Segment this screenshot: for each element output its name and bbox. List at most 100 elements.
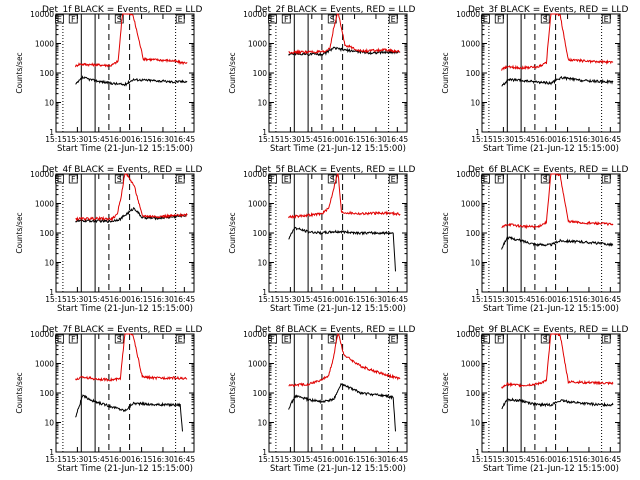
y-tick-label: 100 (40, 229, 55, 238)
x-tick-label: 15:15 (471, 295, 493, 304)
events-series-line (288, 46, 401, 57)
events-series-line (75, 394, 183, 432)
events-series-line (75, 207, 188, 224)
lld-series-line (75, 173, 188, 222)
x-tick-label: 16:00 (535, 295, 557, 304)
chart-title: Det_3f BLACK = Events, RED = LLD (468, 5, 628, 15)
x-tick-label: 16:15 (131, 135, 153, 144)
x-axis-label: Start Time (21-Jun-12 15:15:00) (57, 144, 193, 154)
y-tick-label: 1 (49, 288, 54, 297)
interval-marker-label: E (270, 15, 275, 24)
x-tick-label: 16:30 (365, 455, 387, 464)
x-tick-label: 16:00 (322, 455, 344, 464)
x-tick-label: 16:15 (131, 455, 153, 464)
chart-title: Det_2f BLACK = Events, RED = LLD (255, 5, 415, 15)
x-tick-label: 16:15 (344, 295, 366, 304)
interval-marker-label: F (71, 335, 76, 344)
x-tick-label: 16:45 (387, 135, 409, 144)
x-tick-label: 16:30 (152, 455, 174, 464)
y-tick-label: 10000 (30, 170, 54, 179)
y-tick-label: 10 (257, 99, 267, 108)
y-axis-label: Counts/sec (228, 212, 237, 253)
y-tick-label: 1 (475, 448, 480, 457)
x-tick-label: 15:30 (67, 455, 89, 464)
lld-series-line (501, 173, 614, 230)
x-tick-label: 15:45 (301, 295, 323, 304)
y-tick-label: 100 (466, 389, 481, 398)
x-tick-label: 16:30 (152, 295, 174, 304)
interval-marker-box (114, 14, 124, 24)
x-tick-label: 16:45 (387, 295, 409, 304)
interval-marker-label: S (543, 335, 548, 344)
interval-marker-label: S (117, 15, 122, 24)
y-tick-label: 1 (262, 128, 267, 137)
interval-marker-box (540, 334, 550, 344)
x-axis-label: Start Time (21-Jun-12 15:15:00) (483, 144, 619, 154)
x-axis-label: Start Time (21-Jun-12 15:15:00) (483, 464, 619, 474)
x-tick-label: 16:00 (322, 295, 344, 304)
x-tick-label: 16:15 (131, 295, 153, 304)
events-series-line (501, 397, 614, 410)
interval-marker-label: F (497, 175, 502, 184)
interval-marker-label: F (270, 175, 275, 184)
plot-frame (268, 13, 408, 133)
y-tick-label: 1 (262, 448, 267, 457)
y-tick-label: 1000 (248, 360, 267, 369)
y-tick-label: 100 (40, 389, 55, 398)
y-tick-label: 1 (49, 448, 54, 457)
x-tick-label: 15:15 (258, 295, 280, 304)
interval-marker-label: F (284, 15, 289, 24)
y-axis-label: Counts/sec (228, 372, 237, 413)
events-series-line (288, 226, 396, 272)
x-tick-label: 16:15 (557, 295, 579, 304)
y-tick-label: 10000 (30, 10, 54, 19)
y-tick-label: 1000 (461, 200, 480, 209)
y-tick-label: 1000 (461, 40, 480, 49)
y-tick-label: 100 (253, 69, 268, 78)
interval-marker-label: E (57, 175, 62, 184)
x-axis-label: Start Time (21-Jun-12 15:15:00) (270, 304, 406, 314)
y-axis-label: Counts/sec (15, 52, 24, 93)
y-tick-label: 100 (253, 229, 268, 238)
lld-series-line (288, 13, 401, 55)
x-axis-label: Start Time (21-Jun-12 15:15:00) (57, 304, 193, 314)
interval-marker-label: E (57, 335, 62, 344)
x-tick-label: 16:00 (109, 295, 131, 304)
interval-marker-label: E (284, 175, 289, 184)
y-axis-label: Counts/sec (15, 372, 24, 413)
interval-marker-label: F (497, 335, 502, 344)
plot-frame (481, 333, 621, 453)
x-tick-label: 16:00 (535, 455, 557, 464)
interval-marker-box (268, 14, 277, 24)
interval-marker-box (540, 174, 550, 184)
interval-marker-label: E (391, 175, 396, 184)
x-tick-label: 15:45 (88, 295, 110, 304)
x-tick-label: 15:30 (280, 455, 302, 464)
y-tick-label: 10 (470, 259, 480, 268)
x-tick-label: 16:30 (365, 295, 387, 304)
interval-marker-label: S (117, 335, 122, 344)
plot-frame (55, 13, 195, 133)
interval-marker-label: E (391, 15, 396, 24)
interval-marker-box (481, 174, 490, 184)
y-axis-label: Counts/sec (441, 372, 450, 413)
events-series-line (501, 75, 614, 87)
y-tick-label: 10000 (456, 10, 480, 19)
y-tick-label: 10000 (456, 170, 480, 179)
interval-marker-label: F (270, 335, 275, 344)
interval-marker-label: S (330, 15, 335, 24)
x-tick-label: 15:30 (67, 135, 89, 144)
y-tick-label: 10 (470, 99, 480, 108)
x-tick-label: 16:45 (600, 455, 622, 464)
plot-frame (481, 173, 621, 293)
y-tick-label: 10 (257, 419, 267, 428)
interval-marker-box (55, 174, 64, 184)
plot-frame (55, 333, 195, 453)
interval-marker-label: E (57, 15, 62, 24)
x-tick-label: 16:45 (174, 295, 196, 304)
